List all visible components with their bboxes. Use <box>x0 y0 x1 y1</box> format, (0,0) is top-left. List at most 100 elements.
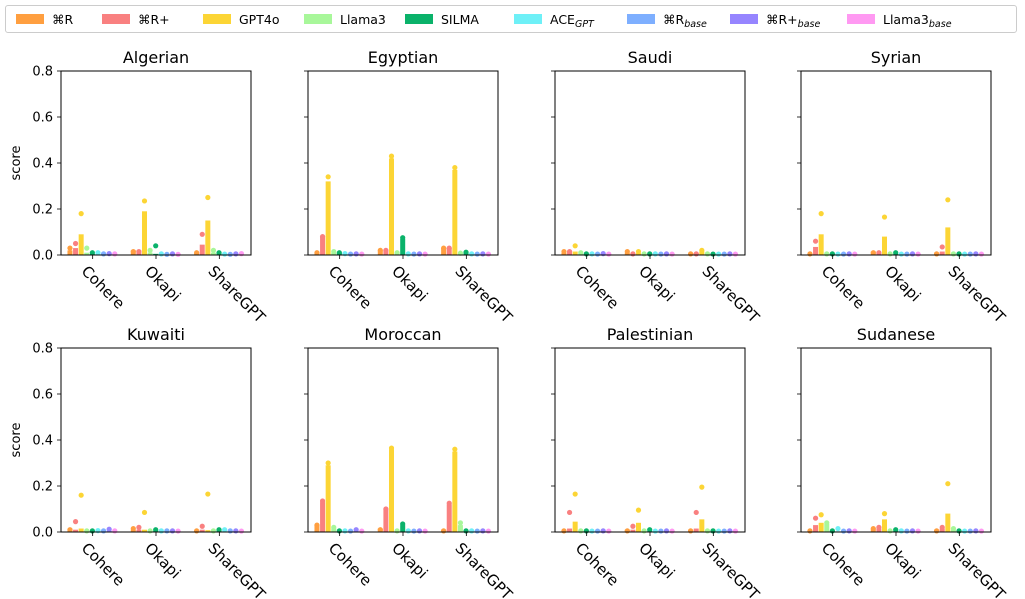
point <box>732 528 739 534</box>
point <box>210 247 217 253</box>
point <box>216 250 222 256</box>
point <box>881 214 888 220</box>
point <box>824 251 830 257</box>
point <box>600 528 606 534</box>
bar <box>446 248 452 255</box>
legend-label: Llama3 <box>340 12 386 27</box>
axes-frame <box>307 70 499 256</box>
legend-swatch <box>847 14 875 24</box>
point <box>169 251 176 257</box>
point <box>400 521 406 527</box>
point <box>818 211 824 217</box>
point <box>67 245 73 251</box>
bar <box>325 181 331 255</box>
bar <box>699 251 705 255</box>
x-tick-label: ShareGPT <box>699 539 764 599</box>
legend-label: SILMA <box>441 12 479 27</box>
point <box>474 528 480 534</box>
point <box>169 528 176 534</box>
panel-kuwaiti: Kuwaiti 0.0 0.2 0.4 0.6 0.8 score Cohere Okapi Sh… <box>9 325 270 599</box>
legend-label-text: ACE <box>550 12 575 27</box>
point <box>314 522 320 528</box>
point <box>67 527 73 533</box>
x-tick-label: Cohere <box>78 539 129 590</box>
legend-swatch <box>627 14 655 24</box>
point <box>624 248 630 255</box>
point <box>194 528 200 534</box>
point <box>485 251 492 257</box>
point <box>446 245 452 251</box>
legend-label-text: ⌘R+ <box>766 12 798 27</box>
point <box>852 251 858 257</box>
point <box>485 528 492 534</box>
point <box>846 528 852 534</box>
point <box>699 484 705 490</box>
y-tick-label: 0.2 <box>32 203 53 218</box>
point <box>652 528 658 534</box>
point <box>469 251 475 257</box>
point <box>663 251 670 257</box>
point <box>658 251 664 257</box>
panel-moroccan: Moroccan Cohere Okapi ShareGPT <box>304 325 517 599</box>
x-tick-label: ShareGPT <box>205 262 270 327</box>
point <box>807 528 813 534</box>
point <box>457 250 464 256</box>
point <box>721 528 727 534</box>
point <box>106 526 112 532</box>
bar <box>389 158 394 255</box>
point <box>606 528 612 534</box>
bar <box>320 236 326 255</box>
point <box>147 528 153 534</box>
legend-label: GPT4o <box>239 12 279 27</box>
point <box>693 251 699 257</box>
point <box>835 251 841 257</box>
point <box>893 250 899 256</box>
point <box>452 165 458 171</box>
point <box>812 515 819 521</box>
point <box>962 528 968 534</box>
bar <box>939 251 945 255</box>
point <box>383 506 389 512</box>
legend-swatch <box>514 14 542 24</box>
point <box>898 528 904 534</box>
panel-title: Algerian <box>123 48 189 67</box>
point <box>314 250 320 256</box>
point <box>153 243 159 249</box>
legend-swatch <box>405 14 433 24</box>
point <box>939 524 945 531</box>
point <box>566 248 573 255</box>
point <box>572 243 578 249</box>
bar <box>205 530 211 532</box>
legend-label: ⌘R+ <box>138 12 170 27</box>
x-tick-label: Okapi <box>635 262 678 305</box>
point <box>589 528 595 534</box>
point <box>158 528 164 534</box>
point <box>704 528 711 534</box>
point <box>962 251 968 257</box>
point <box>716 251 722 257</box>
bar <box>699 519 705 532</box>
point <box>342 528 348 534</box>
bar <box>876 528 882 532</box>
legend: ⌘R ⌘R+ GPT4o Llama3 SILMA ACEGPT ⌘Rbase ⌘R+base… <box>5 5 1017 33</box>
point <box>405 251 411 257</box>
point <box>319 234 326 240</box>
point <box>904 251 910 257</box>
panel-saudi: Saudi Cohere Okapi ShareGPT <box>551 48 764 327</box>
legend-label-text: Llama3 <box>883 12 929 27</box>
point <box>915 251 921 257</box>
panel-title: Syrian <box>871 48 922 67</box>
point <box>359 528 365 534</box>
point <box>647 527 653 533</box>
bar <box>199 529 205 532</box>
point <box>353 527 359 533</box>
bar <box>205 220 211 255</box>
axes-frame <box>800 347 992 533</box>
point <box>727 251 733 257</box>
bar <box>567 528 573 532</box>
point <box>100 251 107 257</box>
point <box>141 198 148 204</box>
point <box>78 211 84 217</box>
point <box>199 523 205 529</box>
x-tick-label: ShareGPT <box>945 539 1010 599</box>
